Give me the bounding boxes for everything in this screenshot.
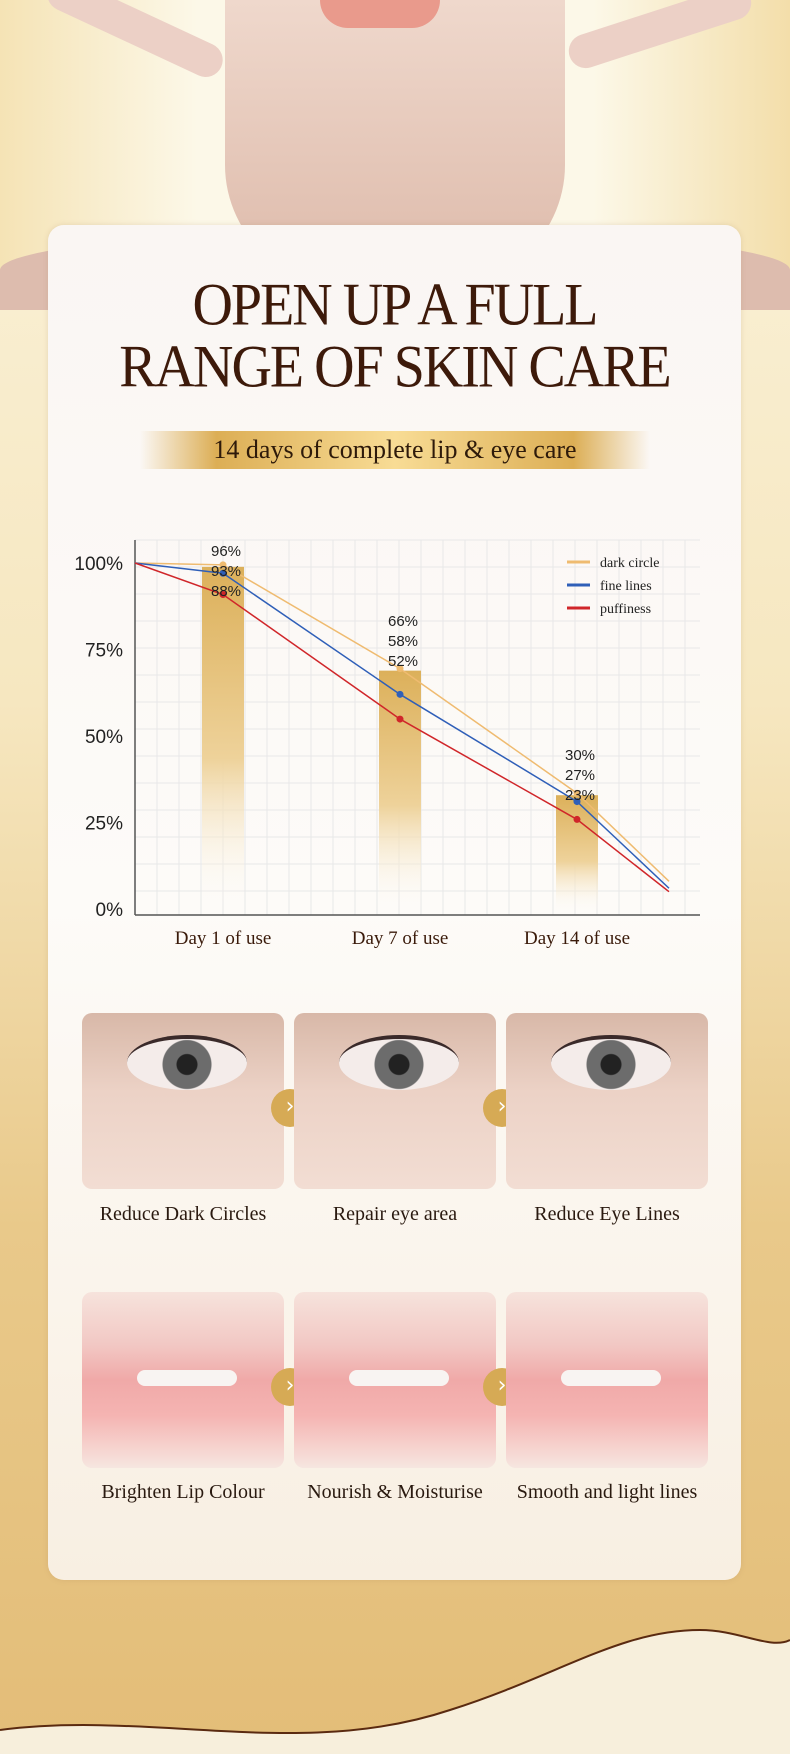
page-title-line1: OPEN UP A FULL bbox=[192, 271, 598, 339]
lip-step-image bbox=[82, 1292, 284, 1468]
data-label: 52% bbox=[388, 653, 418, 670]
subtitle-banner: 14 days of complete lip & eye care bbox=[140, 431, 650, 469]
data-point bbox=[573, 798, 581, 806]
data-label: 93% bbox=[211, 563, 241, 580]
x-tick-label: Day 7 of use bbox=[352, 928, 449, 949]
eye-step-label: Reduce Dark Circles bbox=[99, 1203, 267, 1225]
eye-step-image bbox=[82, 1013, 284, 1189]
teeth bbox=[349, 1370, 449, 1386]
lips bbox=[320, 0, 440, 28]
y-tick-label: 25% bbox=[85, 814, 123, 835]
y-tick-label: 75% bbox=[85, 641, 123, 662]
data-label: 27% bbox=[565, 767, 595, 784]
eye-step-image bbox=[506, 1013, 708, 1189]
data-point bbox=[219, 561, 227, 569]
bottom-wave-decoration bbox=[0, 1628, 790, 1754]
finger-right bbox=[564, 0, 756, 73]
data-point bbox=[396, 715, 404, 723]
legend-label: fine lines bbox=[600, 579, 652, 594]
bar bbox=[202, 566, 244, 915]
y-tick-label: 0% bbox=[96, 900, 124, 921]
bar bbox=[556, 795, 598, 915]
lip-step-label: Brighten Lip Colour bbox=[101, 1481, 265, 1503]
y-tick-label: 100% bbox=[74, 554, 123, 575]
progress-chart: 0% 25% 50% 75% 100% dark circle fine lines puff… bbox=[74, 539, 700, 949]
legend-label: dark circle bbox=[600, 556, 659, 571]
eye-step-label: Reduce Eye Lines bbox=[534, 1203, 680, 1225]
eye-step-image bbox=[294, 1013, 496, 1189]
data-point bbox=[573, 815, 581, 823]
legend-label: puffiness bbox=[600, 602, 651, 617]
data-point bbox=[396, 690, 404, 698]
x-tick-label: Day 1 of use bbox=[175, 928, 272, 949]
eye-shape bbox=[127, 1035, 247, 1090]
lip-step-image bbox=[506, 1292, 708, 1468]
data-label: 88% bbox=[211, 583, 241, 600]
data-label: 96% bbox=[211, 543, 241, 560]
data-point bbox=[573, 789, 581, 797]
eye-step-label: Repair eye area bbox=[332, 1203, 458, 1225]
lip-step-image bbox=[294, 1292, 496, 1468]
data-point bbox=[219, 569, 227, 577]
lip-step-label: Smooth and light lines bbox=[516, 1481, 698, 1503]
page-title-line2: RANGE OF SKIN CARE bbox=[119, 333, 672, 401]
y-tick-label: 50% bbox=[85, 727, 123, 748]
finger-left bbox=[41, 0, 229, 83]
data-label: 23% bbox=[565, 787, 595, 804]
data-label: 66% bbox=[388, 613, 418, 630]
bar bbox=[379, 670, 421, 915]
eye-shape bbox=[339, 1035, 459, 1090]
teeth bbox=[137, 1370, 237, 1386]
eye-shape bbox=[551, 1035, 671, 1090]
data-label: 58% bbox=[388, 633, 418, 650]
data-label: 30% bbox=[565, 747, 595, 764]
data-point bbox=[219, 591, 227, 599]
lip-step-label: Nourish & Moisturise bbox=[307, 1481, 483, 1503]
data-point bbox=[396, 665, 404, 673]
teeth bbox=[561, 1370, 661, 1386]
x-tick-label: Day 14 of use bbox=[524, 928, 630, 949]
